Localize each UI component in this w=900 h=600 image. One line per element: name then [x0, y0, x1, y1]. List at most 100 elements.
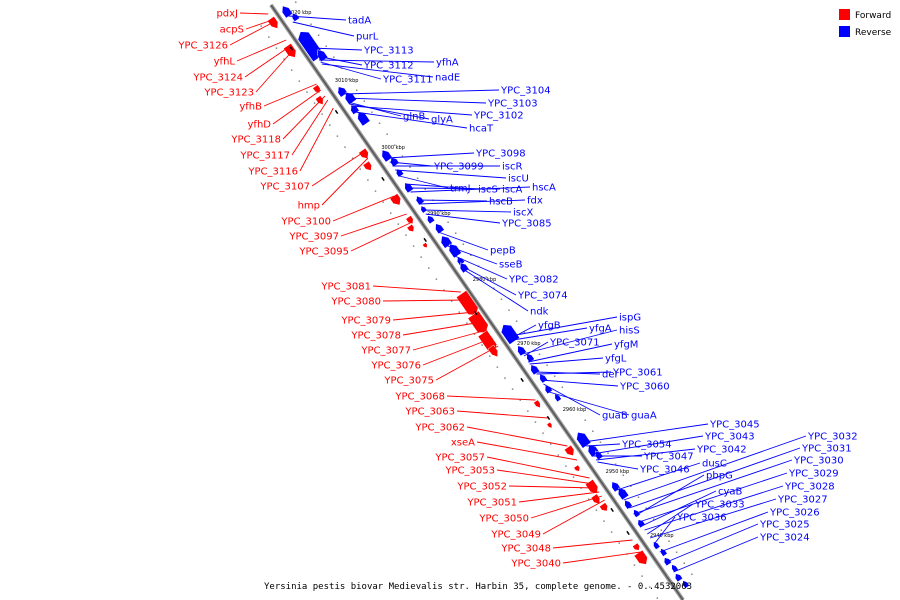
scale-tick-label: 2990 kbp: [427, 211, 451, 217]
minor-tick: [557, 454, 560, 456]
leader-line: [422, 209, 512, 213]
gene-label: YPC_3126: [177, 41, 228, 52]
minor-tick: [527, 410, 529, 412]
minor-tick: [576, 408, 579, 410]
gene-feature: [381, 149, 393, 163]
gene-label: yfgB: [538, 321, 561, 332]
minor-tick: [313, 102, 316, 104]
gene-label: YPC_3049: [490, 530, 541, 541]
leader-line: [402, 321, 482, 336]
gene-label: yfhA: [436, 58, 459, 69]
leader-line: [292, 21, 355, 37]
minor-tick: [633, 564, 636, 566]
scale-tick-label: 2940 kbp: [650, 533, 674, 539]
gene-feature: [517, 345, 527, 357]
minor-tick: [382, 201, 384, 203]
leader-line: [355, 111, 468, 129]
leader-line: [342, 89, 500, 95]
minor-tick: [295, 1, 297, 3]
minor-tick: [488, 355, 491, 357]
gene-label: YPC_3048: [500, 544, 551, 555]
minor-tick: [466, 322, 468, 324]
minor-tick: [409, 166, 411, 168]
leader-line: [435, 345, 499, 381]
minor-tick: [588, 498, 590, 500]
minor-tick: [386, 133, 388, 135]
gene-label: glyA: [431, 115, 453, 126]
gene-label: YPC_3051: [466, 498, 517, 509]
minor-tick: [607, 452, 609, 454]
scale-tick-label: 2950 kbp: [606, 469, 630, 475]
minor-tick: [668, 540, 670, 542]
gene-feature: [389, 193, 401, 206]
leader-line: [586, 443, 621, 447]
leader-line: [321, 63, 434, 78]
small-feature: [520, 377, 524, 383]
gene-label: acpS: [220, 25, 244, 36]
gene-label: yfhB: [239, 102, 262, 113]
leader-line: [666, 523, 759, 563]
gene-feature: [281, 5, 294, 19]
minor-tick: [290, 69, 293, 71]
gene-label: YPC_3112: [363, 61, 414, 72]
leader-line: [255, 49, 294, 93]
gene-feature: [467, 310, 489, 333]
minor-tick: [637, 496, 640, 498]
leader-line: [438, 231, 489, 251]
gene-label: yfhL: [214, 57, 236, 68]
leader-line: [653, 516, 676, 545]
gene-feature: [539, 373, 548, 384]
gene-label: YPC_3116: [247, 167, 298, 178]
gene-feature: [283, 43, 297, 58]
gene-label: YPC_3046: [639, 465, 690, 476]
gene-feature: [337, 86, 348, 98]
gene-label: YPC_3063: [404, 407, 455, 418]
gene-label: iscR: [502, 162, 522, 173]
gene-label: YPC_3085: [501, 219, 552, 230]
leader-line: [523, 341, 549, 357]
minor-tick: [401, 155, 404, 157]
minor-tick: [458, 311, 461, 313]
minor-tick: [599, 441, 602, 443]
scale-tick-label: 2960 kbp: [563, 407, 587, 413]
gene-label: hscA: [532, 183, 556, 194]
minor-tick: [508, 309, 510, 311]
leader-line: [633, 459, 793, 515]
minor-tick: [531, 342, 533, 344]
minor-tick: [325, 45, 327, 47]
minor-tick: [394, 144, 396, 146]
minor-tick: [359, 168, 361, 170]
legend: Forward Reverse: [839, 9, 892, 38]
leader-line: [350, 105, 473, 116]
leader-line: [623, 435, 807, 501]
leader-line: [529, 357, 604, 365]
leader-line: [542, 499, 605, 535]
scale-tick-label: 3010 kbp: [335, 78, 359, 84]
minor-tick: [389, 212, 392, 214]
map-caption: Yersinia pestis biovar Medievalis str. H…: [264, 582, 692, 592]
gene-label: YPC_3097: [288, 232, 339, 243]
gene-feature: [406, 223, 415, 233]
scale-tick-label: 3000 kbp: [381, 145, 405, 151]
gene-label: YPC_3071: [549, 338, 600, 349]
gene-feature: [530, 364, 540, 376]
small-feature: [610, 507, 614, 513]
gene-label: YPC_3031: [801, 444, 852, 455]
leader-line: [540, 379, 619, 387]
gene-feature: [317, 49, 329, 63]
leader-line: [583, 423, 709, 443]
gene-label: fdx: [527, 196, 543, 207]
minor-tick: [298, 80, 301, 82]
gene-label: purL: [356, 32, 379, 43]
leader-line: [299, 107, 334, 172]
gene-label: YPC_3045: [709, 420, 760, 431]
gene-label: YPC_3040: [510, 559, 561, 570]
minor-tick: [428, 267, 430, 269]
leader-line: [291, 99, 329, 156]
leader-line: [634, 474, 705, 517]
gene-label: YPC_3030: [793, 456, 844, 467]
minor-tick: [443, 289, 445, 291]
minor-tick: [306, 91, 308, 93]
gene-label: YPC_3074: [517, 291, 568, 302]
minor-tick: [371, 111, 373, 113]
